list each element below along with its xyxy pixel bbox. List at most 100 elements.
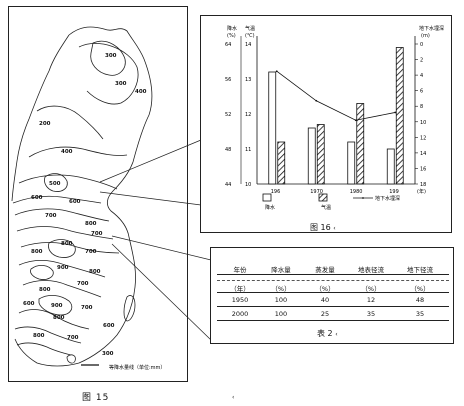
contour-label: 700	[85, 249, 97, 255]
contour-500	[18, 174, 118, 190]
temp-axis-title: 气温	[245, 25, 255, 32]
right-tick-label: 14	[420, 151, 426, 157]
right-axis-unit: (m)	[421, 33, 430, 39]
precip-tick-label: 56	[225, 77, 231, 83]
table-caption-mark: ‹	[335, 331, 338, 338]
legend-ground-label: 地下水埋深	[375, 195, 400, 202]
legend-temp-label: 气温	[321, 204, 331, 211]
chart-caption-mark: ‹	[333, 225, 336, 232]
contour-label: 300	[105, 53, 117, 59]
right-tick-label: 12	[420, 135, 426, 141]
table-unit: （%）	[271, 285, 291, 293]
contour-label: 700	[81, 305, 93, 311]
table-cell: 40	[320, 296, 330, 304]
bottom-mark: ‹	[232, 394, 235, 401]
table-unit: （%）	[315, 285, 335, 293]
map-caption: 图 15	[82, 393, 110, 403]
contour-800-b	[22, 280, 102, 298]
precip-axis-title: 降水	[227, 25, 237, 32]
right-axis-title: 地下水埋深	[419, 25, 444, 32]
table-cell: 1950	[231, 296, 249, 304]
precip-tick-label: 52	[225, 112, 231, 118]
legend-ground-dot	[362, 197, 364, 199]
contour-labels: 300 300 400 200 400 500 600 600 700 800 …	[23, 53, 147, 341]
table-header: 地表径流	[358, 266, 384, 274]
table-cell: 35	[415, 310, 425, 318]
contour-label: 900	[57, 265, 69, 271]
right-tick-label: 18	[420, 182, 426, 188]
pointer-line-table-top	[111, 235, 212, 261]
legend-text: 等降水量线（单位:mm）	[109, 364, 165, 371]
groundwater-point	[394, 111, 397, 114]
right-tick-label: 16	[420, 166, 426, 172]
precip-tick-label: 64	[225, 42, 231, 48]
contour-inland-2	[48, 239, 76, 258]
contour-600-c	[16, 342, 72, 356]
contour-label: 500	[49, 181, 61, 187]
pointer-line-chart-top	[99, 139, 202, 183]
precip-bar	[307, 127, 316, 185]
contour-label: 800	[39, 287, 51, 293]
x-tick-label: 1980	[350, 189, 363, 195]
temp-tick-label: 14	[245, 42, 251, 48]
contour-label: 200	[39, 121, 51, 127]
table-divider-dashed	[217, 280, 449, 281]
table-cell: 35	[366, 310, 376, 318]
legend-value: 300	[102, 351, 114, 357]
right-tick-label: 0	[420, 42, 423, 48]
contour-600-b	[14, 208, 110, 222]
temp-bar	[395, 47, 404, 185]
x-tick-label: 199	[389, 189, 399, 195]
contour-label: 600	[23, 301, 35, 307]
x-tick-label: 196	[271, 189, 281, 195]
table-unit: （%）	[361, 285, 381, 293]
legend-precip-swatch	[262, 193, 272, 202]
precip-tick-label: 48	[225, 147, 231, 153]
contour-map-frame: 300 300 400 200 400 500 600 600 700 800 …	[8, 6, 188, 382]
contour-200	[36, 105, 104, 140]
right-tick-label: 6	[420, 89, 423, 95]
contour-label: 600	[31, 195, 43, 201]
x-tick-label: 1970	[310, 189, 323, 195]
legend-precip-label: 降水	[265, 204, 275, 211]
right-tick-label: 4	[420, 73, 423, 79]
contour-label: 300	[115, 81, 127, 87]
table-divider	[217, 320, 449, 321]
table-cell: 100	[274, 296, 288, 304]
contour-300-north	[90, 40, 126, 76]
contour-label: 800	[33, 333, 45, 339]
temp-bar	[277, 141, 286, 185]
table-header: 蒸发量	[315, 266, 335, 274]
contour-label: 700	[77, 281, 89, 287]
right-tick-label: 10	[420, 120, 426, 126]
table-cell: 100	[274, 310, 288, 318]
contour-label: 800	[31, 249, 43, 255]
table-divider	[217, 274, 449, 275]
contour-map: 300 300 400 200 400 500 600 600 700 800 …	[11, 26, 165, 371]
pointer-line-table-bottom	[111, 243, 212, 341]
precip-axis-unit: (%)	[227, 33, 236, 39]
temp-axis-unit: (℃)	[245, 33, 255, 39]
contour-400-mid	[28, 146, 128, 158]
taiwan-island	[123, 295, 136, 322]
temp-tick-label: 13	[245, 77, 251, 83]
contour-label: 400	[135, 89, 147, 95]
contour-label: 600	[69, 199, 81, 205]
right-tick-label: 2	[420, 58, 423, 64]
table-cell: 2000	[231, 310, 249, 318]
precip-bar	[386, 148, 395, 185]
temp-tick-label: 12	[245, 112, 251, 118]
chart-frame: 降水 (%) 气温 (℃) 地下水埋深 (m) 64 14 56 13 52 12 48 11 44 10 0 2…	[200, 15, 452, 233]
contour-800-c	[18, 309, 90, 330]
contour-label: 800	[89, 269, 101, 275]
contour-label: 600	[103, 323, 115, 329]
table-header: 地下径流	[407, 266, 433, 274]
contour-label: 700	[67, 335, 79, 341]
table-cell: 12	[366, 296, 376, 304]
x-axis-unit: (年)	[417, 188, 426, 195]
right-tick-label: 8	[420, 104, 423, 110]
contour-800	[20, 242, 120, 254]
contour-label: 700	[91, 231, 103, 237]
table-cell: 25	[320, 310, 330, 318]
